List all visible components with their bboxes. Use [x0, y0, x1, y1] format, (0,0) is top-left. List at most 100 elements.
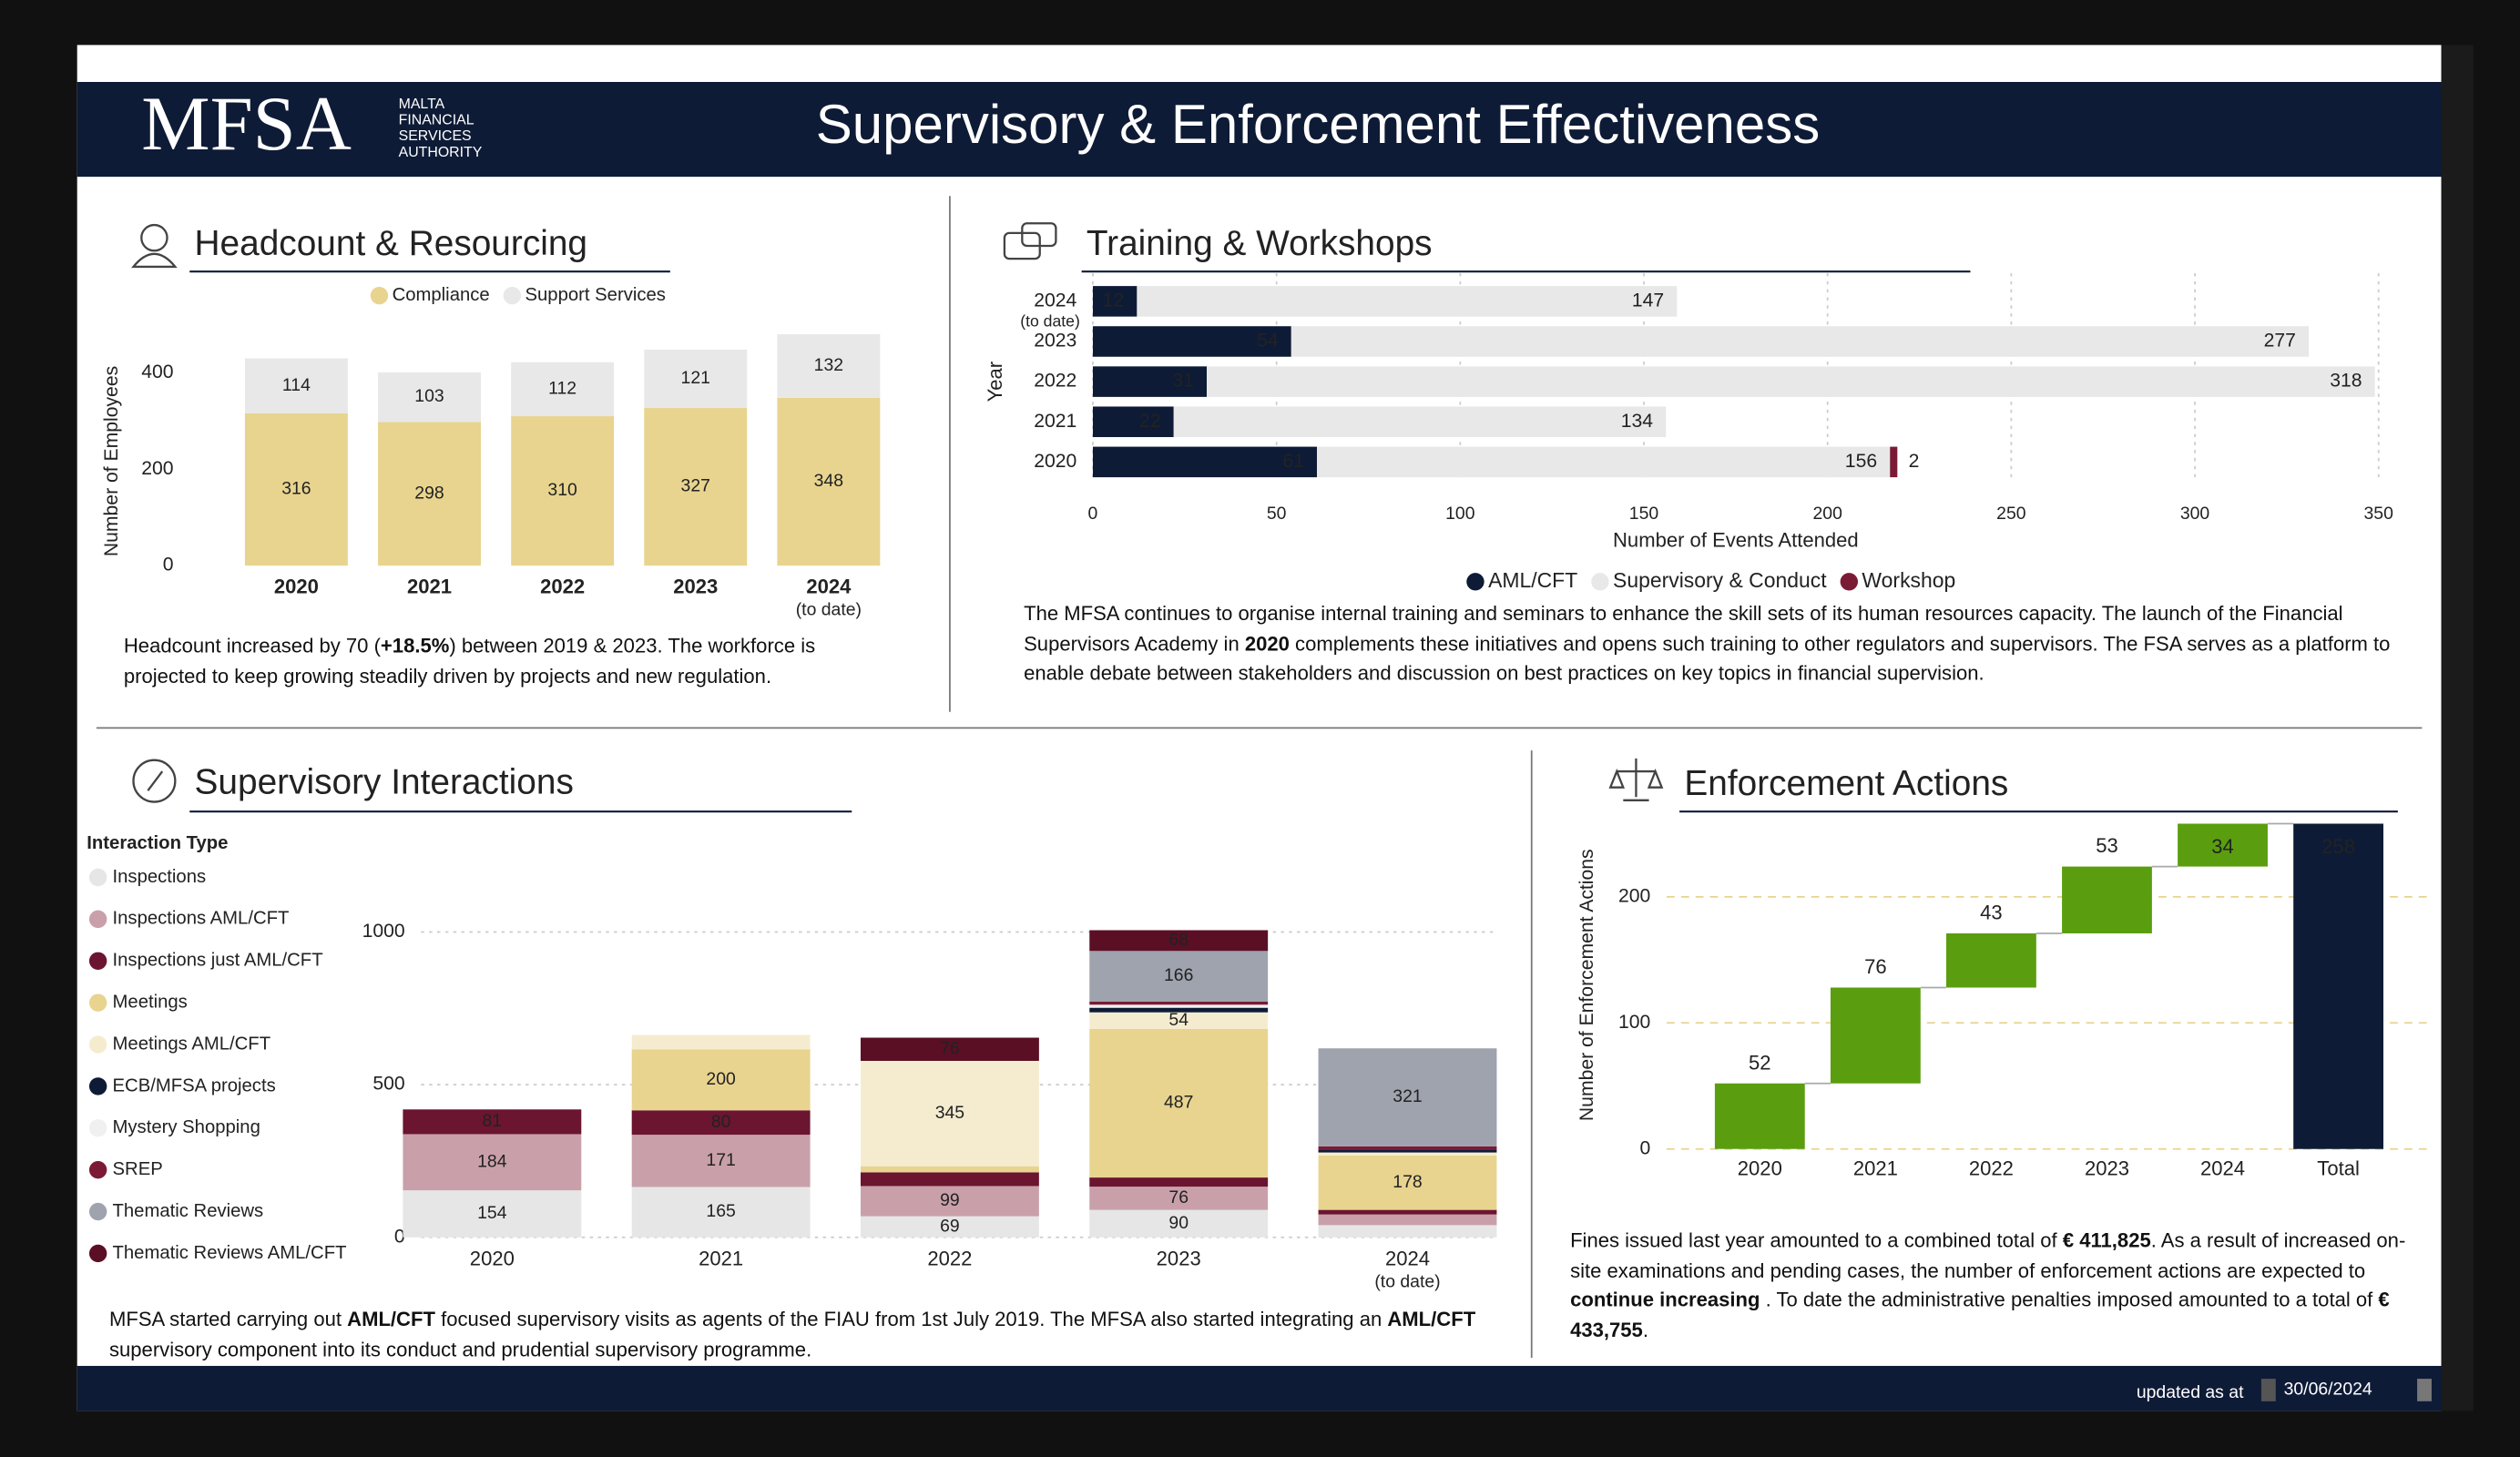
data-label: 258 [2321, 835, 2355, 858]
bar [1830, 987, 1921, 1084]
data-label: 487 [1164, 1093, 1193, 1113]
legend-label: Workshop [1862, 568, 1955, 592]
x-tick-label: 0 [1088, 504, 1098, 524]
section-title: Training & Workshops [1087, 224, 1433, 263]
bar-segment [1137, 286, 1678, 317]
bar [2293, 823, 2384, 1149]
bar-segment [631, 1034, 811, 1050]
footer-icon [2417, 1379, 2432, 1401]
y-tick-label: 200 [1618, 885, 1650, 906]
y-tick-label: 2021 [1034, 411, 1076, 432]
bar-segment [860, 1172, 1039, 1187]
description-text: € 411,825 [2062, 1228, 2151, 1252]
data-label: 76 [940, 1038, 960, 1058]
x-tick-label: 2021 [407, 576, 452, 598]
y-tick-label: 2023 [1034, 331, 1076, 352]
data-label: 277 [2264, 331, 2296, 352]
y-tick-label: 1000 [362, 921, 405, 942]
data-label: 103 [414, 386, 444, 406]
description-text: . As a result of increased on-site exami… [1570, 1228, 2406, 1282]
data-label: 54 [1257, 331, 1279, 352]
description-text: focused supervisory visits as agents of … [434, 1308, 1388, 1331]
data-label: 53 [2096, 834, 2118, 857]
data-label: 316 [281, 479, 311, 499]
description-text: . To date the administrative penalties i… [1760, 1289, 2379, 1311]
x-tick-label: 2022 [927, 1247, 972, 1269]
y-tick-label: 0 [1640, 1137, 1651, 1158]
bar-segment [1318, 1155, 1497, 1210]
data-label: 171 [706, 1150, 735, 1170]
x-tick-label: 2021 [1853, 1157, 1898, 1180]
bar-segment [1318, 1214, 1497, 1226]
bar-segment [403, 1190, 582, 1238]
bar-segment [511, 362, 615, 417]
side-bar [2441, 45, 2474, 1411]
data-label: 76 [1864, 955, 1887, 978]
legend-title: Interaction Type [87, 833, 228, 853]
bar-segment [644, 349, 748, 409]
data-label: 321 [1393, 1086, 1422, 1106]
x-tick-label: 2023 [673, 576, 718, 598]
data-label: 81 [483, 1111, 503, 1131]
data-label: 34 [2211, 835, 2234, 858]
legend-swatch [1840, 573, 1859, 591]
data-label: 184 [477, 1151, 507, 1171]
legend-label: AML/CFT [1488, 568, 1577, 592]
data-label: 114 [282, 375, 311, 395]
bar-segment [1173, 406, 1667, 437]
bar-segment [1089, 951, 1269, 1002]
description-text: supervisory component into its conduct a… [108, 1338, 812, 1360]
x-tick-label: 50 [1267, 504, 1287, 524]
bar-segment [1089, 1209, 1269, 1238]
legend-label: Mystery Shopping [113, 1117, 260, 1137]
data-label: 156 [1845, 451, 1877, 472]
icon-scale [1608, 758, 1664, 801]
bar-segment [1092, 446, 1318, 478]
description: MFSA started carrying out AML/CFT focuse… [109, 1305, 1515, 1364]
data-label: 134 [1621, 411, 1654, 432]
description-text: Headcount increased by 70 ( [123, 635, 381, 657]
description-text: ) between 2019 & 2023. The workforce is … [123, 635, 816, 688]
x-tick-label: 2020 [470, 1247, 515, 1269]
bar-segment [511, 416, 615, 566]
legend-label: ECB/MFSA projects [113, 1075, 276, 1095]
x-tick-label: 2024 [2200, 1157, 2245, 1180]
data-label: 69 [940, 1216, 960, 1236]
legend-swatch [88, 952, 107, 970]
bar-segment [1318, 1146, 1497, 1150]
bar-segment [1089, 1028, 1269, 1178]
x-tick-label: 2020 [1738, 1157, 1782, 1180]
data-label: 76 [1168, 1187, 1189, 1207]
data-label: 348 [814, 471, 843, 491]
legend-swatch [88, 1077, 107, 1095]
page-title: Supervisory & Enforcement Effectiveness [816, 94, 1820, 155]
description-text: The MFSA continues to organise internal … [1024, 602, 2343, 656]
x-tick-label: 350 [2364, 504, 2394, 524]
y-tick-label: 2022 [1034, 371, 1076, 392]
legend-swatch [88, 1244, 107, 1263]
data-label: 310 [547, 480, 577, 500]
data-label: 298 [414, 483, 444, 503]
section-title: Supervisory Interactions [195, 762, 574, 801]
bar-segment [403, 1109, 582, 1135]
bar-segment [1089, 1004, 1269, 1008]
x-tick-note: (to date) [796, 600, 862, 620]
data-label: 318 [2330, 371, 2362, 392]
x-tick-note: (to date) [1374, 1271, 1440, 1291]
y-tick-label: 200 [141, 458, 173, 479]
description: The MFSA continues to organise internal … [1024, 599, 2398, 688]
legend-label: Compliance [393, 285, 490, 305]
bar-segment [403, 1134, 582, 1191]
bar-segment [1318, 1225, 1497, 1238]
x-tick-label: Total [2317, 1157, 2360, 1180]
bar-segment [631, 1110, 811, 1136]
legend-swatch [88, 910, 107, 929]
footer-label: updated as at [2137, 1382, 2244, 1402]
header-bar [77, 81, 2442, 178]
y-tick-note: (to date) [1020, 311, 1080, 330]
bar-segment [378, 372, 481, 423]
bar-segment [1318, 1048, 1497, 1146]
x-tick-label: 2024 [806, 576, 852, 598]
bar-segment [1089, 1012, 1269, 1029]
